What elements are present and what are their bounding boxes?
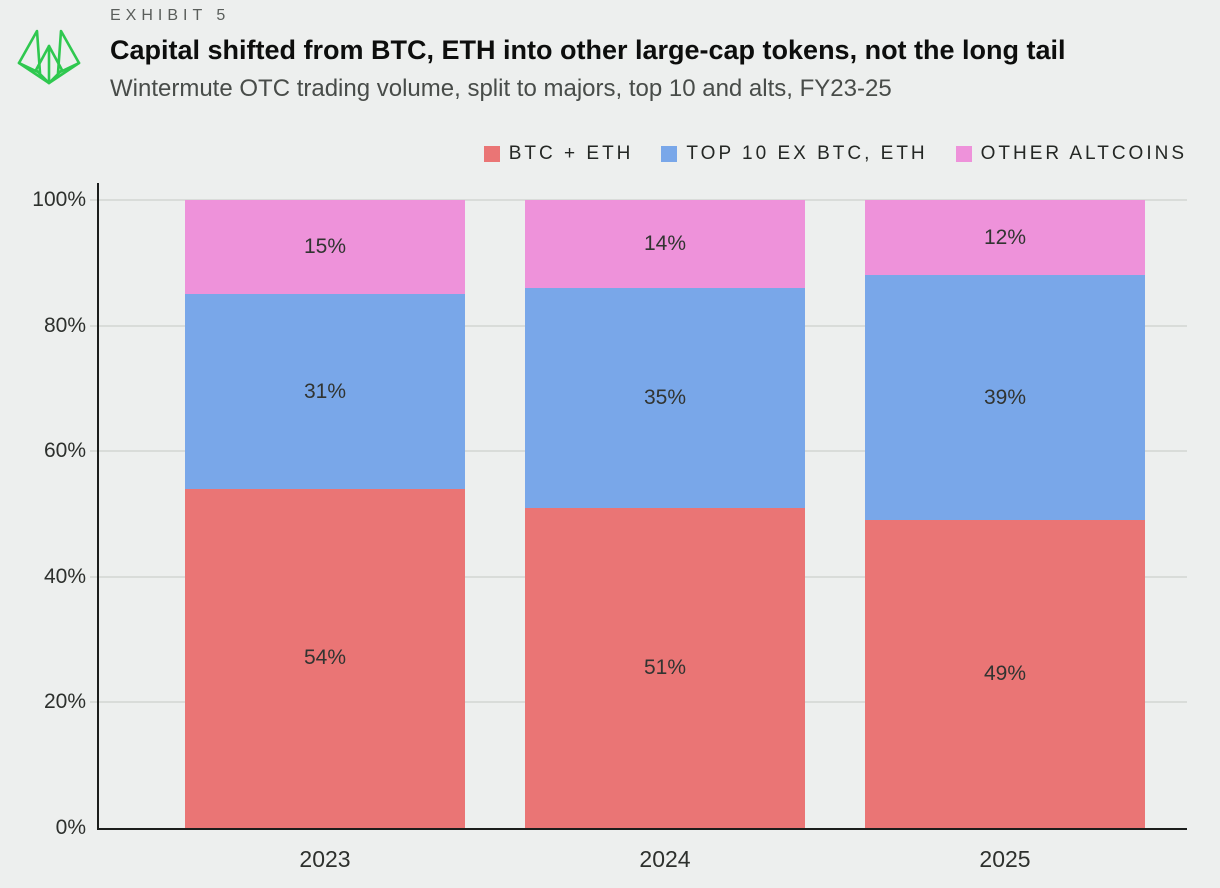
bar-2023: 15% 31% 54% <box>185 200 465 828</box>
segment: 31% <box>185 294 465 489</box>
segment: 51% <box>525 507 805 828</box>
segment-value-label: 35% <box>643 385 687 409</box>
legend-label: TOP 10 EX BTC, ETH <box>686 143 928 164</box>
wintermute-logo-icon <box>17 29 81 85</box>
legend-item-top10: TOP 10 EX BTC, ETH <box>661 143 927 165</box>
y-axis-tick-label: 60% <box>43 439 86 463</box>
page-subtitle: Wintermute OTC trading volume, split to … <box>110 75 892 103</box>
y-axis-tick-label: 0% <box>55 816 86 839</box>
y-axis-tick-label: 100% <box>32 188 86 211</box>
segment-value-label: 12% <box>983 225 1027 249</box>
segment-value-label: 54% <box>303 646 347 670</box>
y-tick <box>90 575 99 578</box>
legend-swatch-blue <box>661 146 678 162</box>
header: EXHIBIT 5 Capital shifted from BTC, ETH … <box>110 7 1210 103</box>
segment-value-label: 14% <box>643 231 687 255</box>
y-axis-tick-label: 40% <box>43 564 86 588</box>
x-axis-line <box>97 828 1187 830</box>
exhibit-label: EXHIBIT 5 <box>110 7 231 24</box>
page-title: Capital shifted from BTC, ETH into other… <box>110 35 1066 65</box>
y-tick <box>90 701 99 704</box>
segment: 14% <box>525 200 805 288</box>
bar-2025: 12% 39% 49% <box>865 200 1145 828</box>
legend-item-other-altcoins: OTHER ALTCOINS <box>955 143 1187 165</box>
legend-label: OTHER ALTCOINS <box>980 143 1187 164</box>
segment: 12% <box>865 200 1145 276</box>
bar-2024: 14% 35% 51% <box>525 200 805 828</box>
segment-value-label: 49% <box>983 662 1027 686</box>
y-axis-tick-label: 80% <box>43 313 86 337</box>
segment: 49% <box>865 520 1145 828</box>
segment-value-label: 39% <box>983 385 1027 409</box>
segment-value-label: 31% <box>303 379 347 403</box>
legend-item-btc-eth: BTC + ETH <box>483 143 634 165</box>
segment: 35% <box>525 287 805 508</box>
legend-label: BTC + ETH <box>508 143 634 164</box>
y-axis-line <box>97 183 99 830</box>
segment: 54% <box>185 488 465 828</box>
segment: 39% <box>865 275 1145 521</box>
plot-area: 15% 31% 54% 14% 35% 51% 12% 39% 49% <box>90 199 1187 828</box>
bars: 15% 31% 54% 14% 35% 51% 12% 39% 49% <box>99 200 1187 828</box>
x-axis-category-label: 2024 <box>639 846 691 872</box>
y-tick <box>90 324 99 327</box>
segment-value-label: 51% <box>643 655 687 679</box>
x-axis-category-label: 2023 <box>299 846 351 872</box>
y-axis-tick-label: 20% <box>43 690 86 714</box>
y-tick <box>90 199 99 201</box>
legend-swatch-red <box>483 146 500 162</box>
chart-legend: BTC + ETH TOP 10 EX BTC, ETH OTHER ALTCO… <box>483 143 1187 165</box>
segment: 15% <box>185 200 465 295</box>
legend-swatch-pink <box>955 146 972 162</box>
x-axis-category-label: 2025 <box>979 846 1031 872</box>
segment-value-label: 15% <box>303 235 347 259</box>
y-tick <box>90 450 99 453</box>
x-axis-labels: 2023 2024 2025 <box>99 846 1187 873</box>
